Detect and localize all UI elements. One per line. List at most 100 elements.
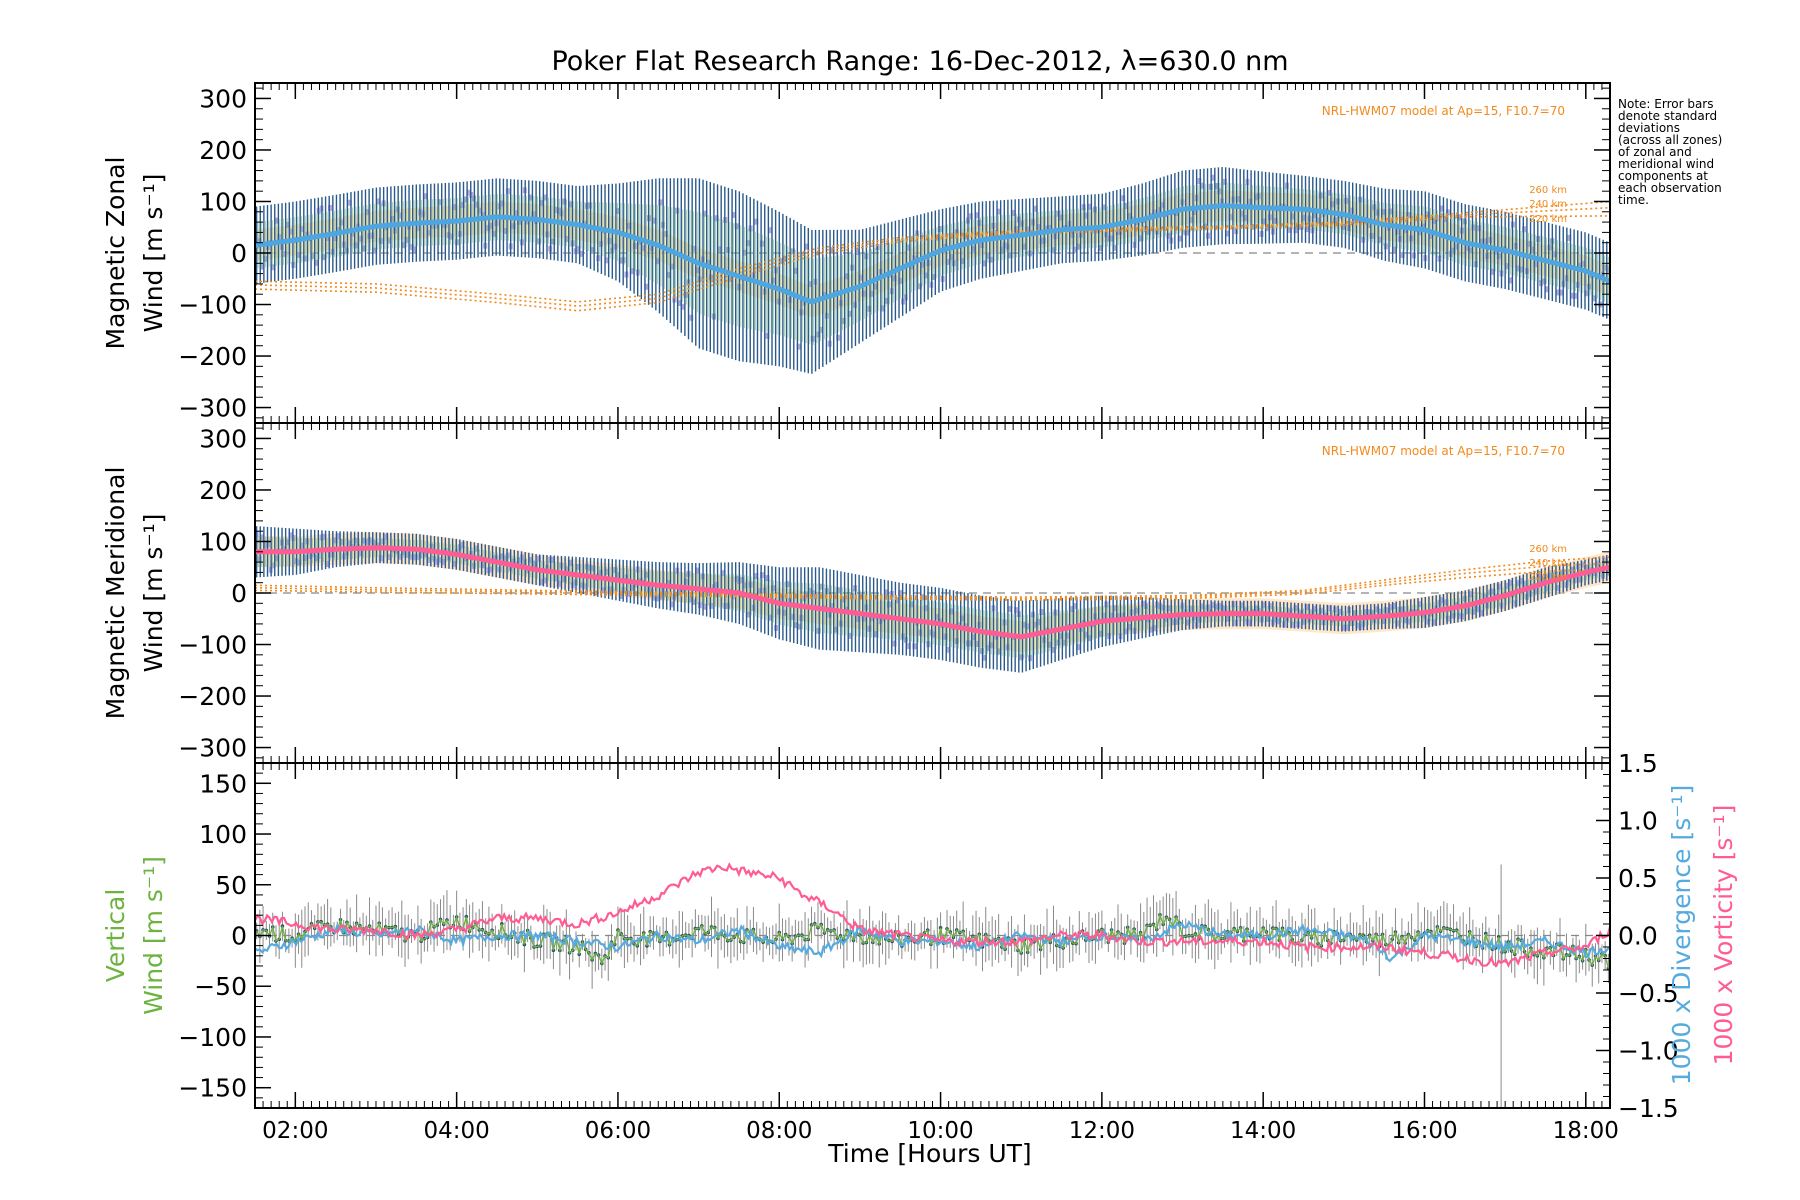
zone-point [1019, 220, 1024, 227]
zone-point [1059, 214, 1064, 221]
zone-point [790, 613, 795, 620]
zone-point [1222, 178, 1227, 185]
y-tick-label: 50 [215, 871, 247, 900]
y-tick-label: 200 [199, 476, 247, 505]
zone-point [1293, 605, 1298, 612]
zone-point [734, 223, 739, 230]
zone-point [717, 591, 722, 598]
zone-point [892, 640, 897, 647]
zone-point [1121, 612, 1126, 619]
zone-point [1440, 205, 1445, 212]
zone-point [652, 594, 657, 601]
zonal-wind-panel: NRL-HWM07 model at Ap=15, F10.7=70 260 km… [101, 82, 1611, 424]
zone-point [906, 643, 911, 650]
zone-point [271, 264, 276, 271]
zone-point [1293, 227, 1298, 234]
zone-point [1033, 621, 1038, 628]
meridional-wind-panel: NRL-HWM07 model at Ap=15, F10.7=70 260 km… [101, 422, 1611, 764]
zone-point [1392, 602, 1397, 609]
zone-point [1592, 295, 1597, 302]
zone-point [1505, 582, 1510, 589]
zone-point [1378, 608, 1383, 615]
zone-point [754, 573, 759, 580]
plot-area [255, 862, 1610, 1108]
zone-point [336, 533, 341, 540]
zone-point [1109, 235, 1114, 242]
zone-point [1022, 621, 1027, 628]
zone-point [870, 615, 875, 622]
zone-point [607, 586, 612, 593]
zone-point [500, 553, 505, 560]
y2-tick-label: 0.5 [1618, 864, 1658, 893]
note-block: Note: Error bars denote standard deviati… [1618, 97, 1722, 207]
zone-point [1225, 615, 1230, 622]
y2-tick-label: 1.5 [1618, 749, 1658, 778]
zone-point [322, 533, 327, 540]
zone-point [861, 290, 866, 297]
zone-point [1327, 605, 1332, 612]
zone-point [1431, 619, 1436, 626]
zone-point [745, 611, 750, 618]
zone-point [308, 552, 313, 559]
model-altitude-label: 260 km [1529, 544, 1567, 555]
zone-point [361, 245, 366, 252]
zone-point [1172, 618, 1177, 625]
zone-point [1262, 218, 1267, 225]
zone-point [1465, 245, 1470, 252]
zone-point [1059, 633, 1064, 640]
zone-point [1553, 572, 1558, 579]
zone-point [1112, 244, 1117, 251]
y-tick-label: 300 [199, 84, 247, 113]
zone-point [1197, 177, 1202, 184]
zone-point [1403, 617, 1408, 624]
zone-point [1236, 196, 1241, 203]
mean-wind-line [255, 545, 1610, 640]
note-line: denote standard [1618, 109, 1717, 123]
zone-point [525, 218, 530, 225]
zone-point [1440, 597, 1445, 604]
zone-point [1008, 605, 1013, 612]
zone-point [988, 256, 993, 263]
zone-point [1318, 607, 1323, 614]
zone-point [765, 575, 770, 582]
zone-point [1087, 203, 1092, 210]
y2-axis-title-vorticity: 1000 x Vorticity [s⁻¹] [1709, 805, 1738, 1066]
zone-point [1135, 607, 1140, 614]
x-tick-label: 06:00 [585, 1118, 651, 1144]
zone-point [531, 211, 536, 218]
zone-point [1239, 602, 1244, 609]
zone-point [1251, 223, 1256, 230]
zone-point [754, 218, 759, 225]
zone-point [353, 242, 358, 249]
zone-point [841, 317, 846, 324]
zone-point [867, 305, 872, 312]
zone-point [1242, 214, 1247, 221]
zone-point [1115, 228, 1120, 235]
zone-point [539, 579, 544, 586]
zone-point [1098, 245, 1103, 252]
x-tick-label: 16:00 [1391, 1118, 1457, 1144]
note-line: deviations [1618, 121, 1680, 135]
zone-point [946, 646, 951, 653]
zone-point [438, 557, 443, 564]
note-line: meridional wind [1618, 157, 1714, 171]
note-line: (across all zones) [1618, 133, 1722, 147]
zone-point [1516, 580, 1521, 587]
zone-point [1268, 214, 1273, 221]
y-axis-title-line1: Magnetic Zonal [101, 157, 130, 350]
zone-point [435, 222, 440, 229]
zone-point [1242, 607, 1247, 614]
zone-point [562, 575, 567, 582]
zone-point [409, 553, 414, 560]
zone-point [285, 539, 290, 546]
zone-point [1011, 209, 1016, 216]
zone-point [1476, 225, 1481, 232]
zone-point [731, 211, 736, 218]
zone-point [841, 596, 846, 603]
zone-point [587, 202, 592, 209]
zone-point [373, 247, 378, 254]
zone-point [1301, 618, 1306, 625]
zone-point [680, 303, 685, 310]
model-curve [255, 200, 1610, 303]
zone-point [881, 305, 886, 312]
